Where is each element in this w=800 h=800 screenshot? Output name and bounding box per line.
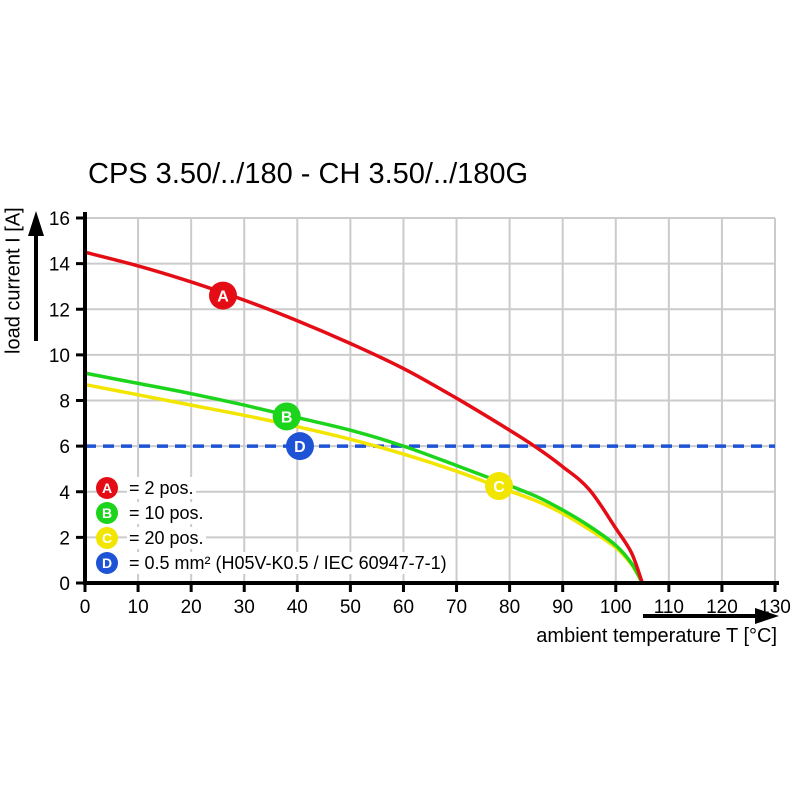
curve-marker-a: A (209, 281, 237, 310)
curve-marker-b: B (272, 402, 301, 431)
svg-text:120: 120 (706, 597, 738, 618)
legend-badge-b-icon: B (96, 502, 118, 524)
y-axis-label: load current I [A] (2, 207, 25, 355)
svg-text:A: A (217, 289, 229, 306)
svg-text:70: 70 (446, 597, 467, 618)
chart-title: CPS 3.50/../180 - CH 3.50/../180G (88, 158, 529, 190)
curve-marker-c: C (485, 472, 513, 501)
legend-item-a: A = 2 pos. (96, 477, 449, 499)
y-axis-arrowhead (28, 211, 44, 236)
y-tick-labels: 0 2 4 6 8 10 12 14 16 (49, 209, 71, 595)
svg-text:16: 16 (49, 209, 70, 230)
legend-item-d: D = 0.5 mm² (H05V-K0.5 / IEC 60947-7-1) (96, 552, 449, 574)
svg-text:10: 10 (49, 346, 70, 367)
legend-badge-d-icon: D (96, 552, 118, 574)
svg-text:80: 80 (499, 597, 520, 618)
svg-text:110: 110 (654, 597, 684, 618)
svg-text:14: 14 (49, 255, 71, 276)
legend-item-b: B = 10 pos. (96, 502, 449, 524)
svg-text:90: 90 (552, 597, 573, 618)
x-tick-labels: 0 10 20 30 40 50 60 70 80 90 100 110 120 130 (80, 597, 791, 618)
svg-text:50: 50 (340, 597, 361, 618)
curve-b (83, 371, 645, 585)
svg-text:4: 4 (59, 483, 70, 504)
legend-badge-a-icon: A (96, 477, 118, 499)
legend-label: = 0.5 mm² (H05V-K0.5 / IEC 60947-7-1) (127, 552, 449, 574)
legend: A = 2 pos. B = 10 pos. C = 20 pos. D = 0.5 mm² … (96, 477, 449, 574)
svg-text:C: C (493, 479, 505, 496)
x-axis-arrowhead (755, 608, 779, 624)
axis-arrows (28, 211, 779, 624)
svg-text:60: 60 (393, 597, 414, 618)
svg-text:0: 0 (59, 574, 70, 595)
svg-text:20: 20 (181, 597, 202, 618)
legend-label: = 10 pos. (127, 502, 206, 524)
legend-badge-c-icon: C (96, 527, 118, 549)
axes (76, 212, 779, 592)
svg-text:12: 12 (49, 300, 70, 321)
svg-text:40: 40 (287, 597, 308, 618)
svg-text:2: 2 (59, 528, 70, 549)
curve-a (83, 250, 645, 585)
svg-text:8: 8 (59, 392, 70, 413)
x-axis-label: ambient temperature T [°C] (536, 625, 777, 647)
svg-text:100: 100 (600, 597, 632, 618)
curve-marker-d: D (285, 432, 314, 461)
svg-text:6: 6 (59, 437, 70, 458)
curve-markers: A B C D (209, 281, 513, 501)
svg-text:30: 30 (234, 597, 255, 618)
svg-text:10: 10 (128, 597, 149, 618)
svg-text:0: 0 (80, 597, 91, 618)
legend-item-c: C = 20 pos. (96, 527, 449, 549)
curves (83, 250, 645, 585)
svg-text:B: B (281, 409, 293, 426)
svg-text:D: D (294, 439, 306, 456)
legend-label: = 2 pos. (127, 477, 196, 499)
grid-lines (85, 217, 776, 583)
legend-label: = 20 pos. (127, 527, 206, 549)
curve-c (83, 382, 645, 585)
